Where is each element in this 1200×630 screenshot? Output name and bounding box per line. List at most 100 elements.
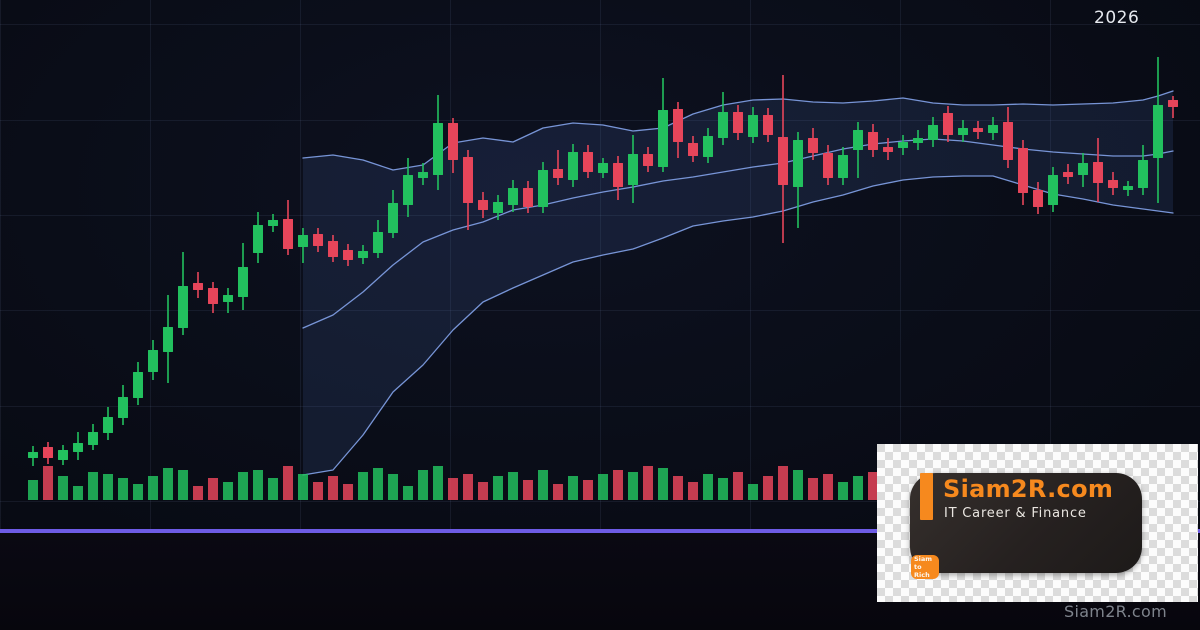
candle-bearish bbox=[193, 283, 203, 290]
volume-bar bbox=[373, 468, 383, 500]
volume-bar bbox=[478, 482, 488, 500]
footer-divider bbox=[0, 529, 1200, 533]
candle-bullish bbox=[1138, 160, 1148, 188]
candle-bearish bbox=[688, 143, 698, 156]
candle-bearish bbox=[463, 157, 473, 203]
candle-bearish bbox=[613, 163, 623, 187]
candle-bearish bbox=[343, 250, 353, 260]
volume-bar bbox=[538, 470, 548, 500]
volume-bar bbox=[598, 474, 608, 500]
candle-bearish bbox=[1093, 162, 1103, 183]
volume-bar bbox=[283, 466, 293, 500]
candle-bearish bbox=[1033, 190, 1043, 207]
candle-bullish bbox=[988, 125, 998, 133]
volume-bar bbox=[28, 480, 38, 500]
candle-bullish bbox=[178, 286, 188, 328]
candle-bullish bbox=[703, 136, 713, 157]
logo-card bbox=[910, 473, 1142, 573]
candle-bullish bbox=[838, 155, 848, 178]
candle-bullish bbox=[238, 267, 248, 297]
candle-bullish bbox=[958, 128, 968, 135]
volume-bar bbox=[208, 478, 218, 500]
candle-bearish bbox=[448, 123, 458, 160]
volume-bar bbox=[463, 474, 473, 500]
candle-bullish bbox=[568, 152, 578, 180]
candle-bearish bbox=[823, 153, 833, 178]
bollinger-fill bbox=[303, 91, 1173, 475]
candle-bullish bbox=[658, 110, 668, 167]
candle-bullish bbox=[88, 432, 98, 445]
volume-bar bbox=[673, 476, 683, 500]
candle-bearish bbox=[583, 152, 593, 172]
candle-bullish bbox=[898, 142, 908, 148]
volume-bar bbox=[523, 480, 533, 500]
volume-bar bbox=[43, 466, 53, 500]
candle-bearish bbox=[208, 288, 218, 304]
volume-bar bbox=[178, 470, 188, 500]
volume-bar bbox=[148, 476, 158, 500]
candle-bearish bbox=[763, 115, 773, 135]
badge-line2: to Rich bbox=[914, 562, 930, 580]
logo-brand: Siam2R.com bbox=[943, 475, 1114, 503]
volume-bar bbox=[268, 478, 278, 500]
candle-bullish bbox=[538, 170, 548, 207]
candle-bullish bbox=[388, 203, 398, 233]
candle-bullish bbox=[58, 450, 68, 460]
candle-bullish bbox=[268, 220, 278, 226]
volume-bar bbox=[568, 476, 578, 500]
candle-bullish bbox=[28, 452, 38, 458]
candle-bearish bbox=[733, 112, 743, 133]
candle-bearish bbox=[1063, 172, 1073, 177]
volume-bar bbox=[493, 476, 503, 500]
volume-bar bbox=[433, 466, 443, 500]
candle-bullish bbox=[853, 130, 863, 150]
candle-bullish bbox=[1153, 105, 1163, 158]
candle-bearish bbox=[1018, 148, 1028, 193]
candle-bullish bbox=[493, 202, 503, 213]
candle-bullish bbox=[103, 417, 113, 433]
volume-bar bbox=[58, 476, 68, 500]
volume-bar bbox=[403, 486, 413, 500]
volume-bar bbox=[808, 478, 818, 500]
volume-bar bbox=[643, 466, 653, 500]
volume-bar bbox=[613, 470, 623, 500]
candle-bearish bbox=[643, 154, 653, 166]
candle-bearish bbox=[553, 169, 563, 178]
volume-bar bbox=[763, 476, 773, 500]
volume-bar bbox=[253, 470, 263, 500]
candle-bullish bbox=[793, 140, 803, 187]
siam-to-rich-badge: Siam to Rich bbox=[911, 555, 939, 579]
candle-bullish bbox=[253, 225, 263, 253]
candle-bearish bbox=[328, 241, 338, 257]
candle-bearish bbox=[1168, 100, 1178, 107]
volume-bar bbox=[838, 482, 848, 500]
volume-bar bbox=[103, 474, 113, 500]
candle-bullish bbox=[418, 172, 428, 178]
candle-bullish bbox=[718, 112, 728, 138]
volume-bar bbox=[823, 474, 833, 500]
volume-bar bbox=[688, 482, 698, 500]
volume-bar bbox=[73, 486, 83, 500]
candle-bearish bbox=[283, 219, 293, 249]
volume-bar bbox=[133, 484, 143, 500]
volume-bar bbox=[658, 468, 668, 500]
candle-bearish bbox=[673, 109, 683, 142]
volume-bar bbox=[868, 472, 878, 500]
badge-line1: Siam bbox=[914, 554, 933, 563]
watermark: Siam2R.com bbox=[1064, 602, 1167, 621]
volume-bar bbox=[778, 466, 788, 500]
candle-bullish bbox=[1048, 175, 1058, 205]
volume-bar bbox=[853, 476, 863, 500]
volume-bar bbox=[328, 476, 338, 500]
year-label: 2026 bbox=[1094, 8, 1140, 28]
candle-bullish bbox=[1123, 186, 1133, 190]
volume-bar bbox=[238, 472, 248, 500]
candle-bullish bbox=[913, 138, 923, 143]
candle-bullish bbox=[598, 163, 608, 173]
logo-panel-transparency-checkerboard: Siam2R.com IT Career & Finance Siam to R… bbox=[877, 444, 1198, 602]
candle-bearish bbox=[43, 447, 53, 458]
candle-bullish bbox=[133, 372, 143, 398]
volume-bar bbox=[703, 474, 713, 500]
candle-bearish bbox=[1108, 180, 1118, 188]
candle-bearish bbox=[478, 200, 488, 210]
